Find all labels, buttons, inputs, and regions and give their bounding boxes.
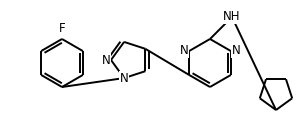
Text: NH: NH <box>223 11 241 23</box>
Text: N: N <box>231 45 240 58</box>
Text: N: N <box>180 45 188 58</box>
Text: N: N <box>120 72 128 85</box>
Text: N: N <box>102 53 110 67</box>
Text: F: F <box>59 23 65 36</box>
